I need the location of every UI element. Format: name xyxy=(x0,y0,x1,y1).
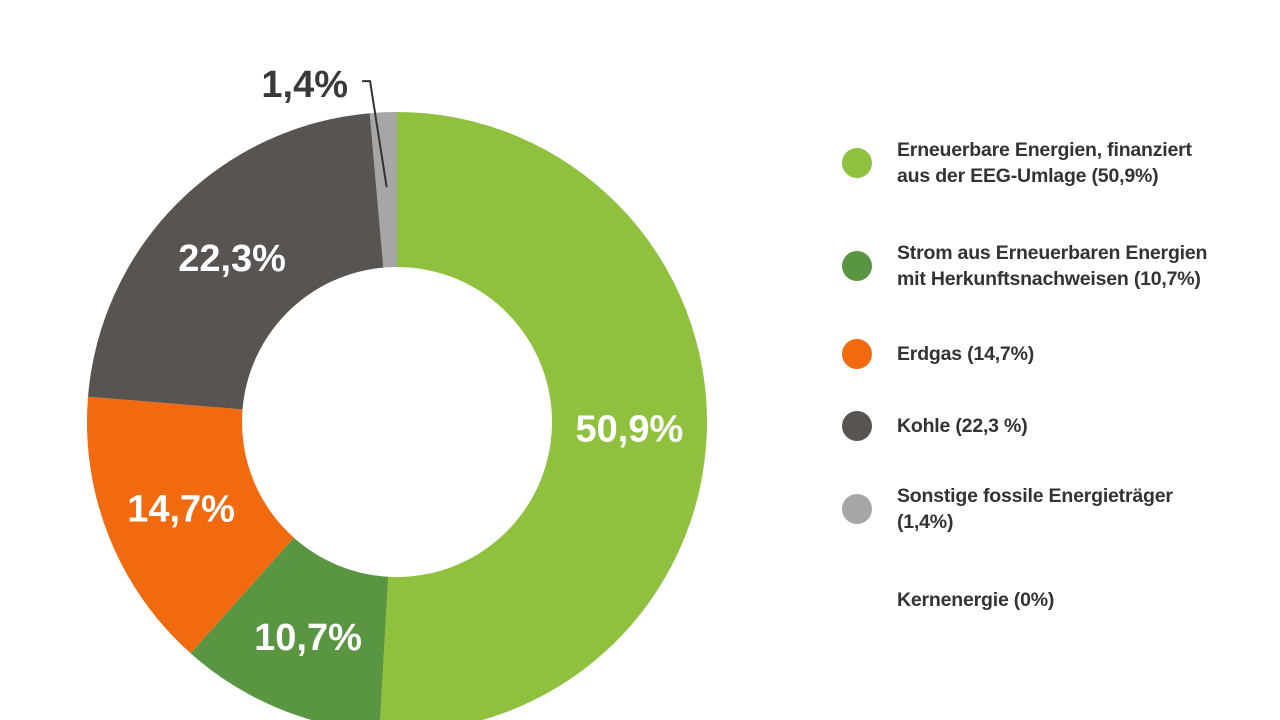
legend-item-eeg: Erneuerbare Energien, finanziert aus der… xyxy=(842,137,1272,189)
slice-label-kohle: 22,3% xyxy=(178,238,286,280)
slice-herkunft xyxy=(190,537,389,720)
legend-label-kohle: Kohle (22,3 %) xyxy=(897,415,1028,437)
legend-label-kernenergie: Kernenergie (0%) xyxy=(897,589,1055,611)
legend-item-erdgas: Erdgas (14,7%) xyxy=(842,339,1272,369)
legend-item-sonstige: Sonstige fossile Energieträger (1,4%) xyxy=(842,483,1272,535)
legend-swatch-erdgas xyxy=(842,339,872,369)
legend-label-herkunft: Strom aus Erneuerbaren Energien mit Herk… xyxy=(897,242,1208,290)
slice-label-erdgas: 14,7% xyxy=(127,488,235,530)
legend-swatch-kohle xyxy=(842,411,872,441)
legend-swatch-sonstige xyxy=(842,494,872,524)
slice-label-sonstige: 1,4% xyxy=(261,64,348,106)
slice-eeg xyxy=(380,112,707,720)
legend-swatch-herkunft xyxy=(842,251,872,281)
slice-kohle xyxy=(88,113,384,410)
slice-sonstige xyxy=(369,112,397,268)
legend-label-sonstige: Sonstige fossile Energieträger (1,4%) xyxy=(897,485,1173,533)
legend-item-kohle: Kohle (22,3 %) xyxy=(842,411,1272,441)
slice-label-eeg: 50,9% xyxy=(576,409,684,451)
legend-item-kernenergie: Kernenergie (0%) xyxy=(842,585,1272,615)
legend-swatch-eeg xyxy=(842,148,872,178)
slice-erdgas xyxy=(86,396,294,654)
leader-line-sonstige xyxy=(362,80,388,188)
slice-label-herkunft: 10,7% xyxy=(254,617,362,659)
legend-item-herkunft: Strom aus Erneuerbaren Energien mit Herk… xyxy=(842,240,1272,292)
legend-label-eeg: Erneuerbare Energien, finanziert aus der… xyxy=(897,139,1192,187)
legend-swatch-kernenergie xyxy=(842,585,872,615)
legend-label-erdgas: Erdgas (14,7%) xyxy=(897,343,1035,365)
